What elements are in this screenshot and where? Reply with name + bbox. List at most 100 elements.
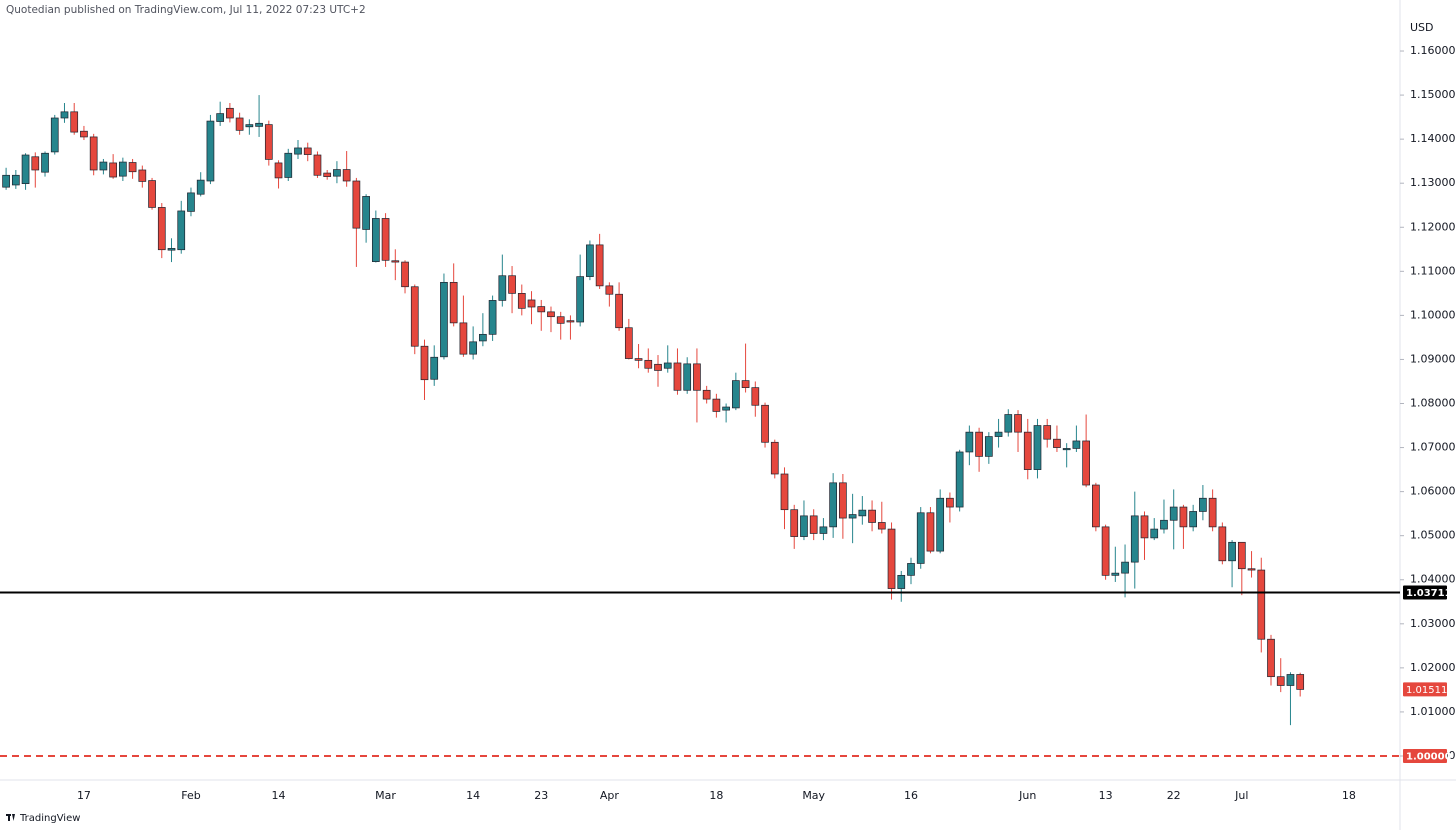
candle-body bbox=[1189, 511, 1198, 528]
price-label: 1.03711 bbox=[1406, 588, 1452, 599]
candle-body bbox=[226, 107, 234, 119]
x-tick-label: 23 bbox=[534, 789, 548, 802]
candle-body bbox=[790, 509, 799, 537]
x-tick-label: 18 bbox=[1342, 789, 1356, 802]
candle-body bbox=[712, 398, 721, 412]
candle-body bbox=[323, 172, 332, 177]
candle-body bbox=[1247, 568, 1256, 571]
y-tick-label: 1.09000 bbox=[1410, 352, 1456, 365]
candle-body bbox=[624, 327, 633, 359]
candle-body bbox=[615, 293, 623, 329]
candle-body bbox=[994, 431, 1003, 437]
footer: TradingView bbox=[19, 813, 80, 824]
candle-body bbox=[839, 482, 847, 519]
candle-body bbox=[634, 358, 643, 361]
x-tick-label: Jun bbox=[1018, 789, 1036, 802]
x-tick-label: Feb bbox=[181, 789, 200, 802]
candle-body bbox=[547, 311, 555, 318]
y-tick-label: 1.07000 bbox=[1410, 441, 1456, 454]
candle-body bbox=[1014, 414, 1022, 433]
candle-body bbox=[644, 359, 653, 369]
candle-body bbox=[800, 515, 808, 537]
y-tick-label: 1.03000 bbox=[1410, 617, 1456, 630]
candle-body bbox=[167, 248, 176, 251]
candle-body bbox=[469, 341, 477, 355]
candle-body bbox=[70, 111, 79, 133]
candle-body bbox=[333, 169, 341, 177]
candle-body bbox=[877, 522, 886, 530]
candle-body bbox=[508, 275, 516, 294]
candle-body bbox=[1267, 638, 1275, 678]
candle-body bbox=[187, 192, 195, 212]
axis-unit: USD bbox=[1410, 21, 1434, 34]
candle-body bbox=[1276, 676, 1285, 686]
y-tick-label: 1.11000 bbox=[1410, 264, 1456, 277]
candle-body bbox=[128, 162, 137, 173]
x-tick-label: 14 bbox=[272, 789, 286, 802]
candle-body bbox=[751, 387, 760, 406]
candle-body bbox=[1257, 569, 1266, 640]
candle-body bbox=[1043, 425, 1052, 440]
candle-body bbox=[352, 180, 361, 229]
candle-body bbox=[829, 482, 838, 528]
candle-body bbox=[907, 563, 915, 576]
candle-body bbox=[1160, 519, 1168, 530]
candle-body bbox=[440, 281, 448, 358]
candle-body bbox=[595, 244, 604, 287]
candle-body bbox=[216, 113, 225, 122]
candle-body bbox=[1140, 515, 1149, 539]
candle-body bbox=[274, 162, 283, 179]
candle-body bbox=[206, 120, 215, 182]
candle-body bbox=[819, 526, 828, 534]
candle-body bbox=[693, 363, 701, 391]
candle-body bbox=[21, 154, 30, 184]
candle-body bbox=[119, 161, 127, 177]
header: Quotedian published on TradingView.com, … bbox=[6, 4, 366, 16]
candle-body bbox=[245, 124, 254, 128]
candle-body bbox=[371, 218, 380, 262]
candle-body bbox=[975, 431, 983, 457]
candle-body bbox=[683, 363, 692, 391]
candle-body bbox=[459, 322, 468, 355]
candle-body bbox=[566, 320, 575, 323]
y-tick-label: 1.15000 bbox=[1410, 88, 1456, 101]
x-tick-label: Jul bbox=[1234, 789, 1248, 802]
candle-body bbox=[955, 451, 964, 508]
candle-body bbox=[926, 512, 935, 552]
candle-body bbox=[313, 154, 322, 176]
candle-body bbox=[1004, 414, 1013, 433]
candle-body bbox=[196, 179, 205, 195]
candle-body bbox=[741, 380, 750, 388]
price-label: 1.00000 bbox=[1406, 751, 1452, 762]
last-price-label: 1.01511 bbox=[1406, 685, 1447, 696]
y-tick-label: 1.04000 bbox=[1410, 573, 1456, 586]
candle-body bbox=[148, 180, 156, 208]
candle-body bbox=[342, 169, 351, 182]
last-price-box bbox=[1403, 682, 1447, 697]
y-tick-label: 1.10000 bbox=[1410, 308, 1456, 321]
price-label-box bbox=[1403, 585, 1447, 600]
candle-body bbox=[984, 436, 993, 457]
x-tick-label: 22 bbox=[1167, 789, 1181, 802]
candle-body bbox=[2, 174, 10, 188]
candle-body bbox=[294, 147, 302, 155]
x-tick-label: 13 bbox=[1099, 789, 1113, 802]
candle-body bbox=[89, 136, 98, 171]
candle-body bbox=[1169, 506, 1178, 521]
candle-body bbox=[264, 124, 273, 160]
candle-body bbox=[1092, 484, 1100, 528]
candle-body bbox=[1179, 506, 1188, 528]
candle-body bbox=[936, 497, 945, 552]
candle-body bbox=[1082, 440, 1090, 486]
y-tick-label: 1.08000 bbox=[1410, 397, 1456, 410]
candle-body bbox=[1218, 526, 1227, 562]
candle-body bbox=[479, 333, 487, 342]
candle-body bbox=[722, 406, 730, 411]
candle-body bbox=[537, 306, 546, 313]
y-tick-label: 1.12000 bbox=[1410, 220, 1456, 233]
candle-body bbox=[99, 161, 108, 171]
y-tick-label: 1.06000 bbox=[1410, 485, 1456, 498]
candle-body bbox=[1072, 440, 1081, 449]
candle-body bbox=[887, 528, 896, 589]
candle-body bbox=[488, 300, 497, 335]
